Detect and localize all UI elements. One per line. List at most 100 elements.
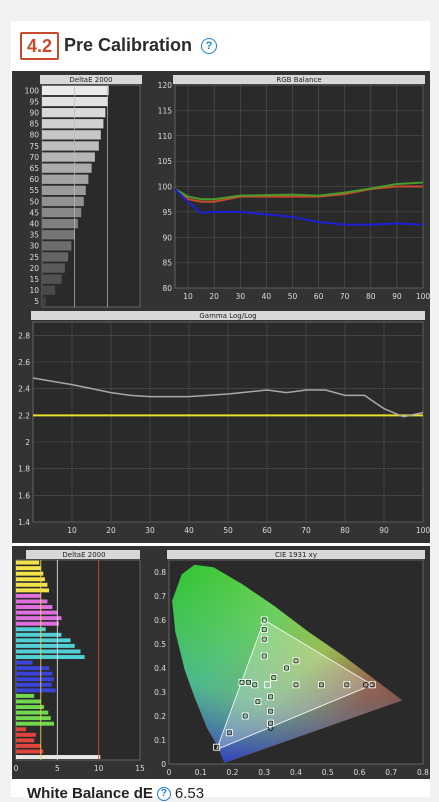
y-tick-label: 25 (29, 253, 39, 262)
deltae-bar (16, 582, 48, 587)
x-tick-label: 70 (340, 292, 350, 301)
color-charts: DeltaE 2000 0 5 10 15 CIE 1931 xy 0.8 0.7 0.6 0.5… (14, 550, 429, 777)
deltae-bar (16, 621, 59, 626)
gamma-chart: Gamma Log/Log 2.8 2.6 2.4 2.2 2 1.8 1.6 1.4 10 20 3… (18, 311, 430, 535)
measured-point (255, 698, 261, 705)
y-tick-label: 35 (29, 231, 39, 240)
measured-point (318, 681, 325, 688)
help-circle-icon[interactable]: ? (156, 787, 171, 802)
y-tick-label: 0.8 (154, 568, 166, 577)
deltae-bar (16, 616, 62, 621)
measured-point (213, 744, 220, 751)
gamut-triangle (215, 619, 374, 751)
y-tick-label: 60 (29, 175, 39, 184)
deltae-bar (16, 610, 58, 615)
deltae-bar (16, 599, 48, 604)
x-tick-label: 10 (94, 764, 104, 773)
deltae-bar (16, 666, 50, 671)
deltae-bar (42, 196, 84, 207)
measured-point (245, 679, 252, 686)
x-tick-label: 100 (416, 292, 430, 301)
x-tick-label: 80 (366, 292, 376, 301)
target-square (263, 681, 271, 689)
deltae-bar (16, 738, 35, 743)
target-square (260, 652, 268, 660)
y-tick-label: 70 (29, 153, 39, 162)
chart-title: DeltaE 2000 (62, 551, 105, 559)
x-tick-label: 50 (288, 292, 298, 301)
y-tick-label: 10 (29, 286, 39, 295)
gamma-title-bar (31, 311, 425, 320)
deltae-bar (16, 588, 50, 593)
cie-title-bar (167, 550, 425, 559)
y-tick-label: 0 (161, 760, 166, 769)
deltae-bar (42, 207, 82, 218)
deltae-bar (42, 230, 75, 240)
x-tick-label: 40 (262, 292, 272, 301)
deltae-bar (42, 141, 99, 151)
x-tick-label: 90 (379, 526, 389, 535)
x-tick-label: 40 (184, 526, 194, 535)
measured-point (363, 681, 369, 688)
x-tick-label: 20 (106, 526, 116, 535)
target-square (260, 626, 268, 634)
help-circle-icon[interactable]: ? (201, 38, 217, 54)
x-tick-label: 30 (145, 526, 155, 535)
x-tick-label: 0.7 (385, 768, 397, 777)
y-tick-label: 115 (158, 106, 173, 115)
target-square (267, 693, 275, 701)
deltae-bar (42, 274, 62, 284)
y-tick-label: 0.3 (154, 688, 166, 697)
deltae-bar (16, 710, 49, 715)
deltae-bar (16, 755, 101, 759)
deltae-bar (42, 85, 109, 96)
y-tick-label: 65 (29, 164, 39, 173)
deltae-bar (16, 727, 26, 732)
deltae-bar (42, 108, 106, 118)
x-tick-label: 0.2 (227, 768, 239, 777)
x-tick-label: 70 (301, 526, 311, 535)
target-square (292, 657, 300, 665)
measured-point (369, 681, 376, 688)
x-tick-label: 0.4 (290, 768, 302, 777)
y-tick-label: 80 (162, 284, 172, 293)
chart-title: CIE 1931 xy (275, 551, 317, 559)
target-square (260, 635, 268, 643)
y-tick-label: 15 (29, 275, 39, 284)
y-tick-label: 90 (29, 109, 39, 118)
y-tick-label: 30 (29, 242, 39, 251)
y-tick-label: 2.4 (18, 385, 30, 394)
deltae-bar (42, 163, 92, 173)
deltae-bar (16, 732, 36, 737)
x-tick-label: 0.3 (258, 768, 270, 777)
y-tick-label: 2.8 (18, 331, 30, 340)
y-tick-label: 5 (34, 297, 39, 306)
grayscale-charts: DeltaE 2000 100 95 90 85 80 75 70 65 60 55 50 45 40 35… (25, 75, 430, 319)
deltae-bar (16, 655, 85, 659)
x-tick-label: 100 (416, 526, 430, 535)
y-tick-label: 80 (29, 131, 39, 140)
measured-point (293, 681, 299, 688)
measured-point (251, 681, 258, 688)
measured-point (293, 657, 299, 664)
pre-calibration-card: 4.2 Pre Calibration ? DeltaE 2000 100 95 90… (11, 21, 430, 802)
deltae-bar (16, 660, 33, 665)
x-tick-label: 80 (340, 526, 350, 535)
deltae-bar (42, 296, 46, 306)
x-tick-label: 10 (183, 292, 193, 301)
y-tick-label: 2 (25, 438, 30, 447)
target-square (343, 681, 351, 689)
deltae-bar (16, 627, 46, 632)
deltae-plot-area (41, 84, 141, 308)
gamma-chart-panel: Gamma Log/Log 2.8 2.6 2.4 2.2 2 1.8 1.6 1.4 10 20 3… (12, 308, 430, 543)
y-tick-label: 1.6 (18, 491, 30, 500)
target-square (283, 664, 290, 672)
target-square (267, 719, 275, 727)
y-tick-label: 0.4 (154, 664, 166, 673)
deltae-title-bar (26, 550, 140, 559)
y-tick-label: 95 (29, 97, 39, 106)
deltae-plot-area (15, 559, 141, 761)
target-square (225, 729, 233, 737)
y-tick-label: 120 (158, 81, 173, 90)
deltae-bar (16, 649, 81, 654)
